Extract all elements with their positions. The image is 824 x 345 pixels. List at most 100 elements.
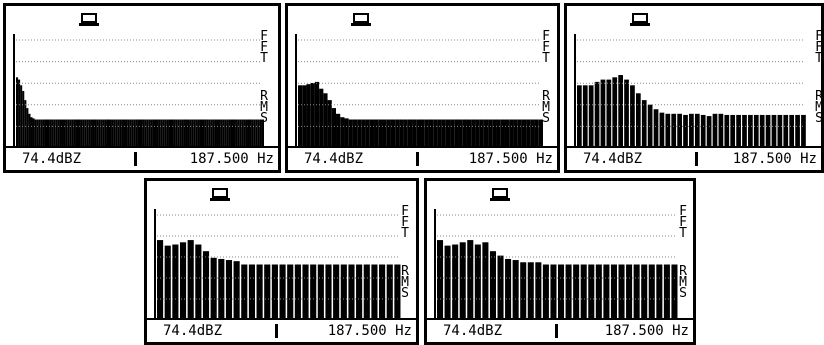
spectrum-bar bbox=[152, 119, 155, 148]
side-label-char: R bbox=[679, 264, 687, 279]
spectrum-bar bbox=[399, 119, 404, 148]
spectrum-bar bbox=[466, 119, 472, 148]
spectrum-bar bbox=[327, 100, 332, 148]
spectrum-bar bbox=[606, 79, 612, 148]
spectrum-bar bbox=[558, 264, 565, 320]
spectrum-bar bbox=[257, 119, 260, 148]
spectrum-bar bbox=[84, 119, 87, 148]
spectrum-bar bbox=[386, 119, 391, 148]
spectrum-bar bbox=[630, 85, 635, 148]
spectrum-bar bbox=[765, 114, 771, 148]
spectrum-bar bbox=[302, 85, 307, 148]
side-label-char: M bbox=[260, 100, 268, 115]
spectrum-bar bbox=[271, 264, 278, 320]
spectrum-bar bbox=[75, 119, 78, 148]
spectrum-bar bbox=[479, 119, 484, 148]
spectrum-bar bbox=[92, 119, 95, 148]
divider bbox=[416, 152, 419, 166]
spectrum-bar bbox=[279, 264, 286, 320]
spectrum-bar bbox=[610, 264, 617, 320]
spectrum-bar bbox=[390, 119, 396, 148]
spectrum-bar bbox=[34, 119, 37, 148]
spectrum-bar bbox=[214, 119, 217, 148]
spectrum-bar bbox=[135, 119, 138, 148]
spectrum-bar bbox=[88, 119, 91, 148]
spectrum-bar bbox=[98, 119, 101, 148]
spectrum-bar bbox=[42, 119, 45, 148]
spectrum-bar bbox=[115, 119, 118, 148]
spectrum-bar bbox=[777, 114, 783, 148]
divider bbox=[555, 324, 558, 338]
spectrum-bar bbox=[57, 119, 60, 148]
spectrum-bar bbox=[520, 262, 527, 320]
spectrum-bar bbox=[467, 240, 474, 320]
spectrum-bar bbox=[199, 119, 202, 148]
spectrum-bar bbox=[459, 242, 466, 320]
battery-icon bbox=[630, 13, 650, 26]
spectrum-bar bbox=[759, 114, 765, 148]
spectrum-bar bbox=[157, 240, 164, 320]
spectrum-bar bbox=[210, 119, 213, 148]
spectrum-bar bbox=[694, 113, 700, 148]
spectrum-bar bbox=[458, 119, 463, 148]
spectrum-bar bbox=[356, 264, 363, 320]
spectrum-bar bbox=[452, 244, 459, 320]
level-readout: 74.4dBZ bbox=[443, 323, 503, 339]
spectrum-bar bbox=[310, 83, 315, 148]
spectrum-bar bbox=[30, 117, 33, 148]
side-label-char: S bbox=[815, 111, 823, 126]
spectrum-bar bbox=[16, 77, 19, 148]
spectrum-bar bbox=[600, 79, 606, 148]
spectrum-bar bbox=[748, 114, 753, 148]
spectrum-bar bbox=[618, 75, 623, 148]
level-readout: 74.4dBZ bbox=[583, 151, 643, 167]
spectrum-bar bbox=[47, 119, 50, 148]
spectrum-bar bbox=[492, 119, 497, 148]
spectrum-bar bbox=[142, 119, 145, 148]
spectrum-bar bbox=[298, 85, 303, 148]
spectrum-bar bbox=[102, 119, 105, 148]
spectrum-bar bbox=[38, 119, 41, 148]
spectrum-bar bbox=[253, 119, 256, 148]
spectrum-bar bbox=[789, 114, 795, 148]
spectrum-bar bbox=[306, 84, 311, 148]
status-bar: 74.4dBZ 187.500 Hz bbox=[567, 146, 821, 170]
spectrum-bar bbox=[197, 119, 200, 148]
spectrum-bar bbox=[175, 119, 178, 148]
spectrum-bar bbox=[352, 119, 358, 148]
frequency-readout: 187.500 Hz bbox=[732, 151, 817, 167]
spectrum-bar bbox=[210, 257, 217, 320]
spectrum-bar bbox=[441, 119, 446, 148]
spectrum-bar bbox=[22, 91, 25, 148]
spectrum-bar bbox=[706, 116, 712, 148]
spectrum-bar bbox=[542, 264, 549, 320]
spectrum-bar bbox=[150, 119, 153, 148]
side-label-char: M bbox=[401, 275, 409, 290]
spectrum-bar bbox=[689, 113, 694, 148]
spectrum-bar bbox=[497, 255, 504, 320]
spectrum-bar bbox=[189, 119, 192, 148]
spectrum-bar bbox=[121, 119, 124, 148]
spectrum-bar bbox=[164, 119, 167, 148]
spectrum-bar bbox=[527, 262, 534, 320]
spectrum-bar bbox=[378, 119, 383, 148]
spectrum-bar bbox=[241, 119, 244, 148]
spectrum-bar bbox=[489, 251, 496, 320]
spectrum-bar bbox=[51, 119, 54, 148]
spectrum-bar bbox=[582, 85, 588, 148]
spectrum-bar bbox=[314, 81, 320, 148]
side-label-char: F bbox=[401, 215, 409, 230]
spectrum-bar bbox=[323, 93, 328, 148]
spectrum-bar bbox=[67, 119, 70, 148]
side-label-char: S bbox=[260, 111, 268, 126]
spectrum-bar bbox=[424, 119, 429, 148]
spectrum-bar bbox=[517, 119, 522, 148]
spectrum-bar bbox=[454, 119, 459, 148]
spectrum-bar bbox=[73, 119, 76, 148]
spectrum-bar bbox=[127, 119, 130, 148]
